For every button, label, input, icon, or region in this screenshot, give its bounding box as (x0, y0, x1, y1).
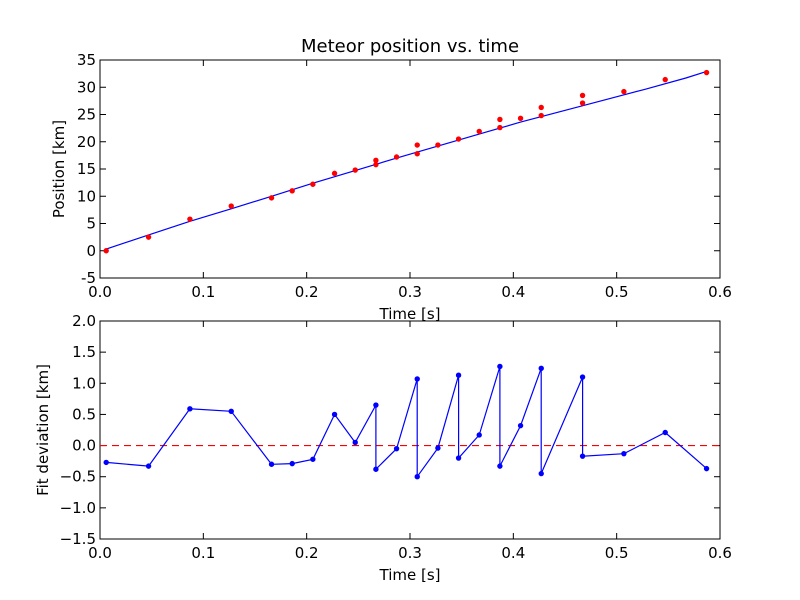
position-data-point (373, 157, 379, 163)
deviation-data-point (373, 402, 379, 408)
position-data-point (538, 104, 544, 111)
deviation-y-tick-label: 0.0 (72, 437, 96, 455)
position-x-tick-label: 0.2 (295, 283, 319, 301)
deviation-y-tick-label: −1.5 (60, 530, 96, 548)
deviation-x-tick-label: 0.1 (191, 544, 215, 562)
position-data-point (373, 161, 379, 168)
deviation-data-point (145, 463, 152, 469)
position-data-point (579, 92, 586, 99)
deviation-x-tick-label: 0.5 (605, 544, 629, 562)
deviation-data-point (662, 429, 668, 436)
deviation-x-tick-label: 0.2 (295, 544, 319, 562)
position-y-tick-label: 10 (77, 187, 96, 205)
deviation-x-tick-label: 0.0 (88, 544, 112, 562)
position-y-tick-label: 35 (77, 51, 96, 69)
deviation-data-point (497, 463, 503, 469)
deviation-data-point (228, 408, 234, 415)
position-data-point (497, 116, 503, 123)
position-x-axis-label: Time [s] (379, 305, 441, 323)
position-data-point (497, 124, 503, 131)
position-data-point (435, 142, 441, 148)
position-data-point (455, 136, 462, 142)
deviation-data-point (103, 459, 109, 466)
deviation-data-point (268, 461, 275, 467)
position-data-point (538, 112, 544, 119)
position-data-point (228, 203, 234, 209)
deviation-data-point (621, 450, 627, 457)
deviation-data-point (310, 456, 316, 462)
deviation-data-point (579, 374, 586, 380)
position-data-point (579, 100, 586, 106)
position-data-point (289, 188, 295, 194)
position-y-tick-label: 25 (77, 106, 96, 124)
deviation-data-point (538, 470, 544, 477)
position-data-point (393, 154, 400, 160)
deviation-data-point (373, 466, 379, 472)
deviation-data-point (435, 445, 441, 451)
position-y-axis-label: Position [km] (50, 120, 68, 218)
position-data-point (187, 216, 193, 222)
deviation-x-tick-label: 0.6 (708, 544, 732, 562)
deviation-data-point (414, 474, 420, 480)
position-y-tick-label: 15 (77, 160, 96, 178)
position-data-point (145, 234, 152, 240)
position-y-tick-label: 5 (86, 215, 96, 233)
deviation-line (106, 366, 707, 479)
deviation-data-point (414, 376, 420, 382)
deviation-y-tick-label: −0.5 (60, 468, 96, 486)
deviation-y-tick-label: −1.0 (60, 499, 96, 517)
position-x-tick-label: 0.5 (605, 283, 629, 301)
position-data-point (414, 142, 420, 148)
deviation-data-point (703, 465, 710, 472)
position-data-point (352, 167, 358, 173)
deviation-data-point (476, 432, 482, 438)
position-data-point (268, 195, 275, 201)
position-data-point (103, 248, 109, 254)
position-x-tick-label: 0.6 (708, 283, 732, 301)
deviation-data-point (289, 460, 295, 467)
position-data-point (621, 88, 627, 95)
deviation-y-tick-label: 1.5 (72, 343, 96, 361)
position-plot-frame (99, 59, 721, 279)
deviation-y-tick-label: 0.5 (72, 405, 96, 423)
deviation-y-axis-label: Fit deviation [km] (34, 364, 52, 496)
position-y-tick-label: -5 (81, 269, 96, 287)
deviation-y-tick-label: 1.0 (72, 374, 96, 392)
position-data-point (517, 115, 524, 122)
position-data-point (414, 151, 420, 157)
position-data-point (703, 69, 710, 76)
deviation-x-axis-label: Time [s] (379, 566, 441, 584)
deviation-data-point (393, 445, 400, 452)
deviation-x-tick-label: 0.3 (398, 544, 422, 562)
deviation-data-point (538, 365, 544, 372)
position-data-point (331, 170, 338, 177)
position-data-point (310, 181, 316, 187)
position-data-point (476, 128, 482, 135)
deviation-data-point (517, 422, 524, 429)
deviation-data-point (497, 363, 503, 370)
deviation-data-point (455, 455, 462, 461)
deviation-data-point (352, 439, 358, 446)
position-data-point (662, 76, 668, 83)
position-y-tick-label: 20 (77, 133, 96, 151)
deviation-data-point (187, 406, 193, 412)
deviation-data-point (579, 453, 586, 459)
deviation-data-point (331, 411, 338, 418)
position-x-tick-label: 0.4 (501, 283, 525, 301)
deviation-chart: 0.0 0.1 0.2 0.3 0.4 0.5 0.6 −1.5 −1.0 −0.5 0.0 0.5 1… (34, 312, 732, 584)
position-chart-title: Meteor position vs. time (301, 36, 519, 57)
deviation-y-tick-label: 2.0 (72, 312, 96, 330)
deviation-plot-frame (99, 320, 721, 540)
position-x-tick-label: 0.1 (191, 283, 215, 301)
position-chart: Meteor position vs. time 0.0 0.1 0.2 0.3 0.4… (50, 36, 732, 323)
deviation-data-point (455, 372, 462, 378)
position-y-tick-label: 30 (77, 78, 96, 96)
deviation-x-tick-label: 0.4 (501, 544, 525, 562)
position-x-tick-label: 0.3 (398, 283, 422, 301)
position-y-tick-label: 0 (86, 242, 96, 260)
position-x-tick-label: 0.0 (88, 283, 112, 301)
